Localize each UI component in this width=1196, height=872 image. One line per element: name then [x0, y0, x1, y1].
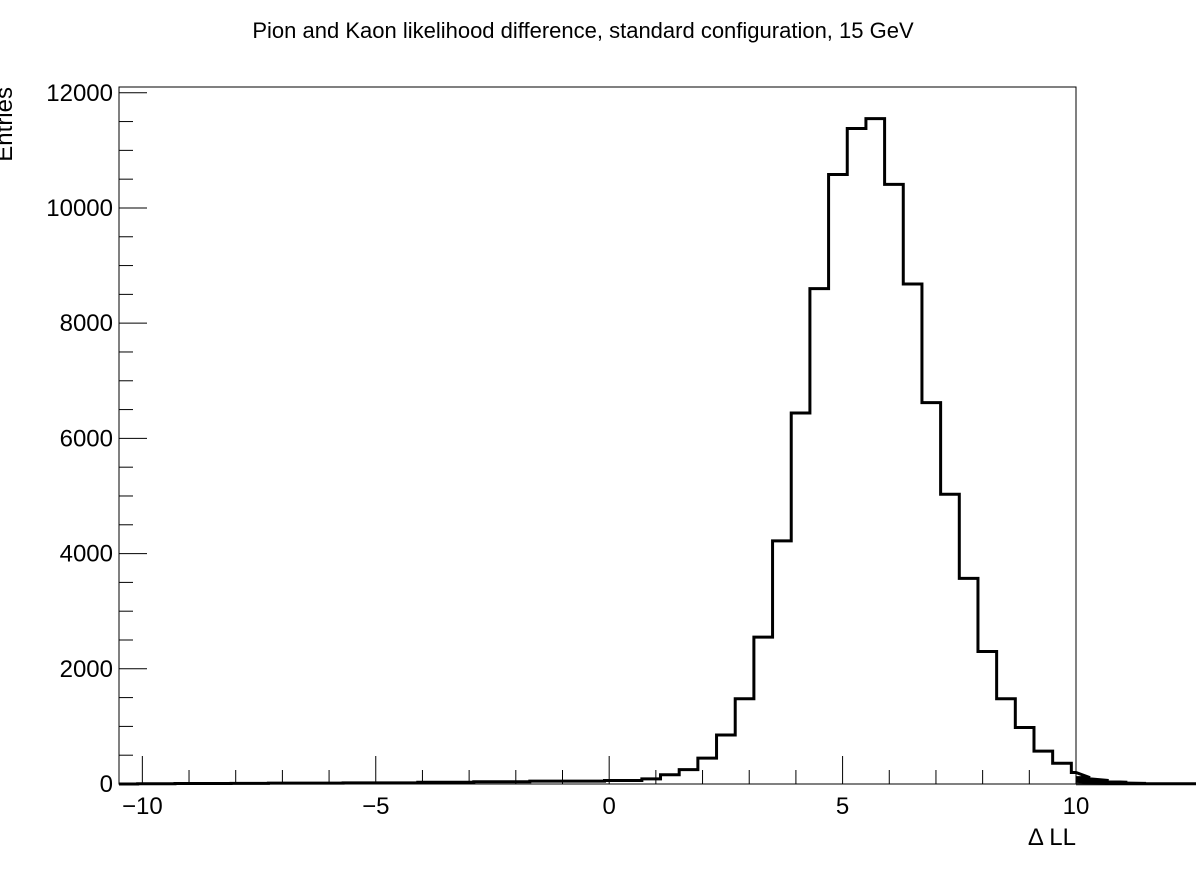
histogram-bin: [997, 699, 1016, 784]
histogram-bin: [717, 735, 736, 784]
chart-title: Pion and Kaon likelihood difference, sta…: [252, 18, 914, 43]
histogram-bin: [941, 494, 960, 784]
y-tick-label: 12000: [46, 80, 113, 107]
histogram-bin: [1071, 772, 1076, 784]
x-tick-label: 0: [602, 793, 615, 820]
histogram-bin: [773, 541, 792, 784]
histogram-series-line: [119, 117, 1196, 786]
y-axis-ticks: [119, 92, 147, 785]
y-axis-tick-labels: 0 2000 4000 6000 8000 10000 12000: [46, 80, 113, 798]
x-tick-label: 10: [1063, 793, 1090, 820]
histogram-bin: [829, 175, 848, 784]
histogram-bin: [922, 403, 941, 784]
y-axis-title: Entries: [0, 87, 18, 162]
x-axis-ticks: [141, 756, 1077, 784]
y-tick-label: 2000: [60, 656, 113, 683]
histogram-bin: [698, 758, 717, 784]
x-axis-title: Δ LL: [1028, 824, 1076, 851]
histogram-bin: [959, 578, 978, 784]
histogram-bin: [735, 699, 754, 784]
histogram-bin: [903, 284, 922, 784]
histogram-bin: [866, 119, 885, 784]
y-tick-label: 8000: [60, 310, 113, 337]
histogram-bin: [810, 289, 829, 784]
y-tick-label: 6000: [60, 425, 113, 452]
histogram-bins: [138, 119, 1076, 784]
y-tick-label: 10000: [46, 195, 113, 222]
x-tick-label: −5: [362, 793, 389, 820]
histogram-bin: [679, 770, 698, 784]
x-axis-tick-labels: −10 −5 0 5 10: [122, 793, 1089, 820]
histogram-bin: [1034, 751, 1053, 784]
y-tick-label: 4000: [60, 541, 113, 568]
histogram-bin: [1015, 728, 1034, 784]
histogram-bin: [847, 128, 866, 784]
histogram-bin: [791, 413, 810, 784]
y-tick-label: 0: [100, 771, 113, 798]
x-tick-label: 5: [836, 793, 849, 820]
x-tick-label: −10: [122, 793, 163, 820]
histogram-bin: [754, 637, 773, 784]
plot-frame: [118, 86, 1077, 785]
histogram-bin: [978, 652, 997, 784]
histogram-bin: [1053, 763, 1072, 784]
histogram-bin: [885, 184, 904, 784]
